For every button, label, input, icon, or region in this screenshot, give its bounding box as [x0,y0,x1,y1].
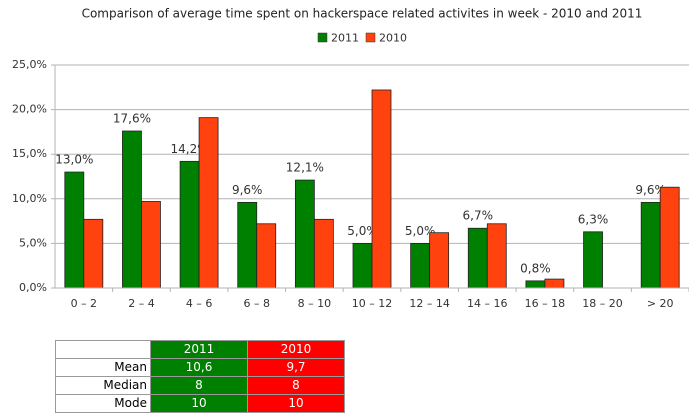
value-label: 17,6% [113,112,151,126]
value-label: 5,0% [347,224,378,238]
row-label: Mode [55,394,151,413]
header-cell: 2010 [247,340,345,359]
value-label: 9,6% [232,183,263,197]
bar [429,232,450,289]
legend-swatch [317,32,328,43]
y-tick-label: 5,0% [19,236,47,249]
x-tick-label: > 20 [647,297,674,310]
x-tick-label: 16 – 18 [525,297,566,310]
row-label: Mean [55,358,151,377]
x-tick-label: 8 – 10 [298,297,332,310]
bar [122,130,142,289]
value-label: 6,3% [578,212,609,226]
bar [198,117,219,289]
cell: 8 [247,376,345,395]
legend-label: 2010 [379,32,407,45]
value-label: 9,6% [635,183,666,197]
bar [179,160,200,289]
bar [410,242,431,289]
stats-table: 2011 2010 Mean 10,6 9,7 Median 8 8 Mode … [55,340,345,413]
x-tick-label: 4 – 6 [186,297,213,310]
legend-label: 2011 [331,32,359,45]
cell: 10,6 [150,358,248,377]
x-tick-label: 14 – 16 [467,297,508,310]
value-label: 12,1% [286,161,324,175]
bar [256,223,277,289]
bar [640,201,661,289]
value-label: 6,7% [463,209,494,223]
cell: 9,7 [247,358,345,377]
bar [64,171,85,289]
bar [544,278,565,289]
bar [237,201,258,289]
bar [486,223,507,289]
y-tick-label: 10,0% [12,192,47,205]
x-tick-label: 6 – 8 [243,297,270,310]
bar [83,218,104,289]
empty-cell [55,340,151,359]
x-tick-label: 12 – 14 [409,297,450,310]
x-tick-label: 2 – 4 [128,297,155,310]
y-tick-label: 20,0% [12,103,47,116]
y-tick-label: 15,0% [12,147,47,160]
bar [313,218,334,289]
header-cell: 2011 [150,340,248,359]
row-label: Median [55,376,151,395]
y-tick-label: 25,0% [12,58,47,71]
table-row: Median 8 8 [55,376,345,395]
chart: Comparison of average time spent on hack… [12,7,689,310]
x-tick-label: 18 – 20 [582,297,623,310]
cell: 10 [150,394,248,413]
chart-title: Comparison of average time spent on hack… [82,7,643,21]
bar [371,89,392,289]
value-label: 5,0% [405,224,436,238]
table-row: Mean 10,6 9,7 [55,358,345,377]
x-tick-label: 10 – 12 [352,297,393,310]
x-tick-label: 0 – 2 [71,297,98,310]
bar [141,201,161,289]
value-label: 13,0% [55,153,93,167]
cell: 10 [247,394,345,413]
bar [525,280,546,289]
table-row: Mode 10 10 [55,394,345,413]
legend-swatch [365,32,376,43]
value-label: 0,8% [520,261,551,275]
bar [659,186,680,289]
bar [352,242,373,289]
y-tick-label: 0,0% [19,281,47,294]
bar [294,179,315,289]
table-header: 2011 2010 [55,340,345,359]
bar [467,227,488,289]
cell: 8 [150,376,248,395]
bar [583,231,603,289]
